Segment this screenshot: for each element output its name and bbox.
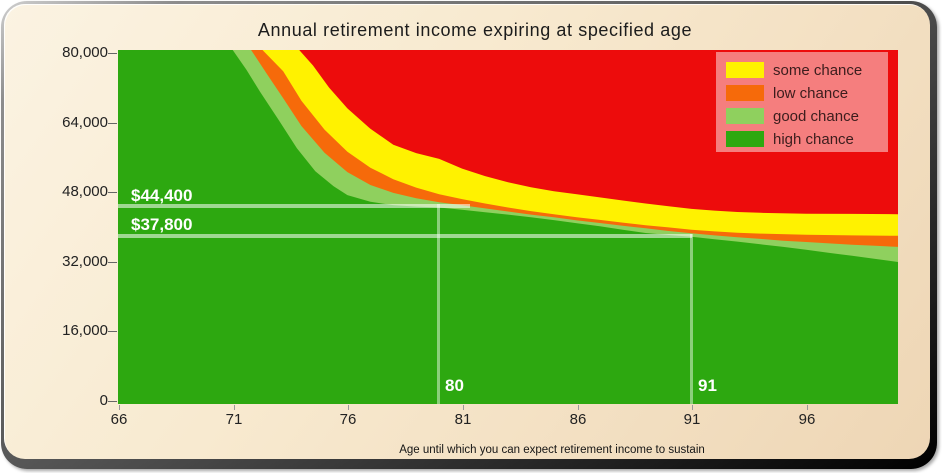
x-axis-tick (234, 405, 235, 410)
legend-item-high-chance: high chance (726, 128, 888, 150)
x-axis-label: 86 (569, 411, 587, 428)
x-axis-caption: Age until which you can expect retiremen… (399, 444, 705, 456)
y-axis-tick (108, 401, 117, 402)
y-axis-tick (108, 192, 117, 193)
chart-title: Annual retirement income expiring at spe… (257, 20, 693, 40)
x-axis-tick (119, 405, 120, 410)
legend-label: good chance (773, 107, 859, 125)
y-axis-tick (108, 53, 117, 54)
y-axis-tick (108, 331, 117, 332)
high-chance-swatch-icon (726, 131, 764, 147)
legend-item-some-chance: some chance (726, 59, 888, 81)
chart-canvas (118, 50, 898, 404)
x-axis-label: 96 (798, 411, 816, 428)
x-axis-tick (348, 405, 349, 410)
x-axis-label: 81 (454, 411, 472, 428)
annotation-age-high: 80 (445, 376, 464, 395)
reference-line-age-80 (437, 204, 440, 404)
legend-label: some chance (773, 61, 863, 79)
x-axis-tick (807, 405, 808, 410)
x-axis-label: 66 (110, 411, 128, 428)
legend-item-good-chance: good chance (726, 105, 888, 127)
annotation-age-low: 91 (698, 376, 717, 395)
x-axis-label: 91 (683, 411, 701, 428)
x-axis-tick (692, 405, 693, 410)
chart-card: Annual retirement income expiring at spe… (4, 4, 930, 459)
some-chance-swatch-icon (726, 62, 764, 78)
reference-line-age-91 (690, 234, 693, 404)
good-chance-swatch-icon (726, 108, 764, 124)
plot-area (118, 50, 898, 404)
annotation-income-high: $44,400 (131, 186, 193, 205)
legend-item-low-chance: low chance (726, 82, 888, 104)
x-axis-tick (463, 405, 464, 410)
annotation-income-low: $37,800 (131, 215, 193, 234)
legend-label: low chance (773, 84, 849, 102)
x-axis-label: 76 (339, 411, 357, 428)
y-axis-label: 80,000 (62, 44, 108, 61)
y-axis-label: 16,000 (62, 322, 108, 339)
y-axis-label: 48,000 (62, 183, 108, 200)
reference-line-37800 (118, 234, 692, 238)
x-axis-label: 71 (225, 411, 243, 428)
reference-line-44400 (118, 204, 470, 208)
chart-legend: some chance low chance good chance high … (716, 52, 888, 152)
y-axis-label: 64,000 (62, 114, 108, 131)
legend-label: high chance (773, 130, 854, 148)
y-axis-label: 0 (99, 392, 108, 409)
y-axis-label: 32,000 (62, 253, 108, 270)
y-axis-tick (108, 262, 117, 263)
x-axis-tick (578, 405, 579, 410)
y-axis-tick (108, 123, 117, 124)
low-chance-swatch-icon (726, 85, 764, 101)
